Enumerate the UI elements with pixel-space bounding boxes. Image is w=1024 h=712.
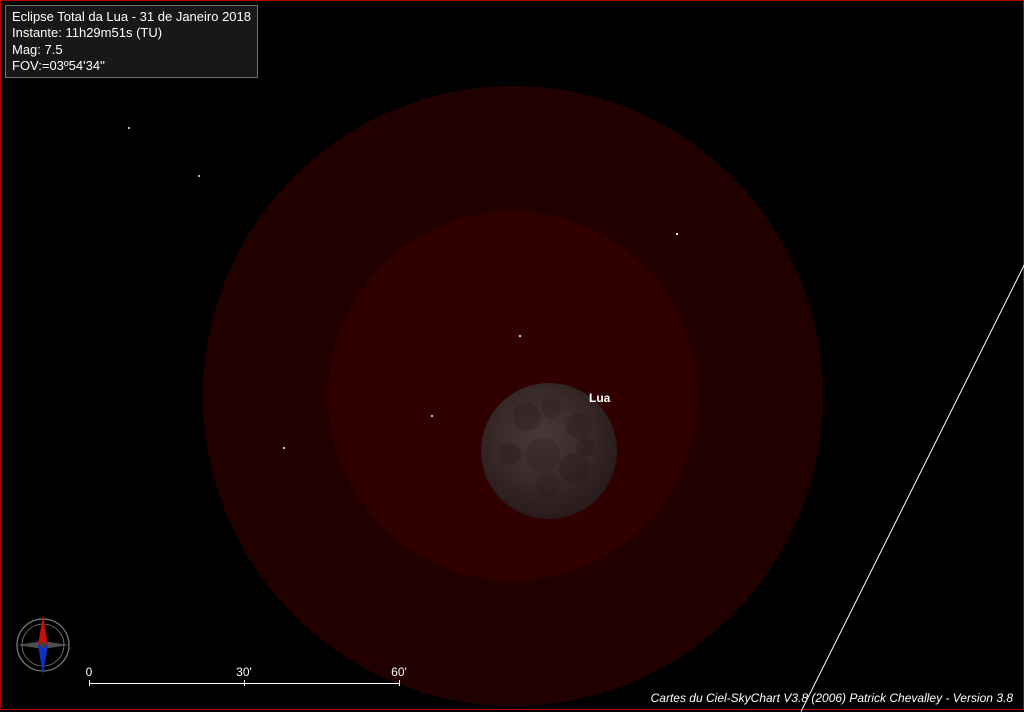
star <box>676 233 678 235</box>
scale-tick-label: 0 <box>86 665 93 679</box>
info-fov: FOV:=03º54'34'' <box>12 58 251 74</box>
star <box>198 175 200 177</box>
star <box>519 335 521 337</box>
scale-bar: 030'60' <box>89 683 399 684</box>
info-box: Eclipse Total da Lua - 31 de Janeiro 201… <box>5 5 258 78</box>
moon-label: Lua <box>589 391 610 405</box>
footer-credit: Cartes du Ciel-SkyChart V3.8 (2006) Patr… <box>651 691 1013 705</box>
star <box>128 127 130 129</box>
star <box>431 415 433 417</box>
ecliptic-line <box>801 263 1024 711</box>
scale-tick-label: 30' <box>236 665 252 679</box>
scale-tick-label: 60' <box>391 665 407 679</box>
info-mag: Mag: 7.5 <box>12 42 251 58</box>
star <box>283 447 285 449</box>
info-instant: Instante: 11h29m51s (TU) <box>12 25 251 41</box>
sky-chart-canvas[interactable]: Lua Eclipse Total da Lua - 31 de Janeiro… <box>0 0 1024 710</box>
compass-rose <box>11 613 75 677</box>
info-title: Eclipse Total da Lua - 31 de Janeiro 201… <box>12 9 251 25</box>
